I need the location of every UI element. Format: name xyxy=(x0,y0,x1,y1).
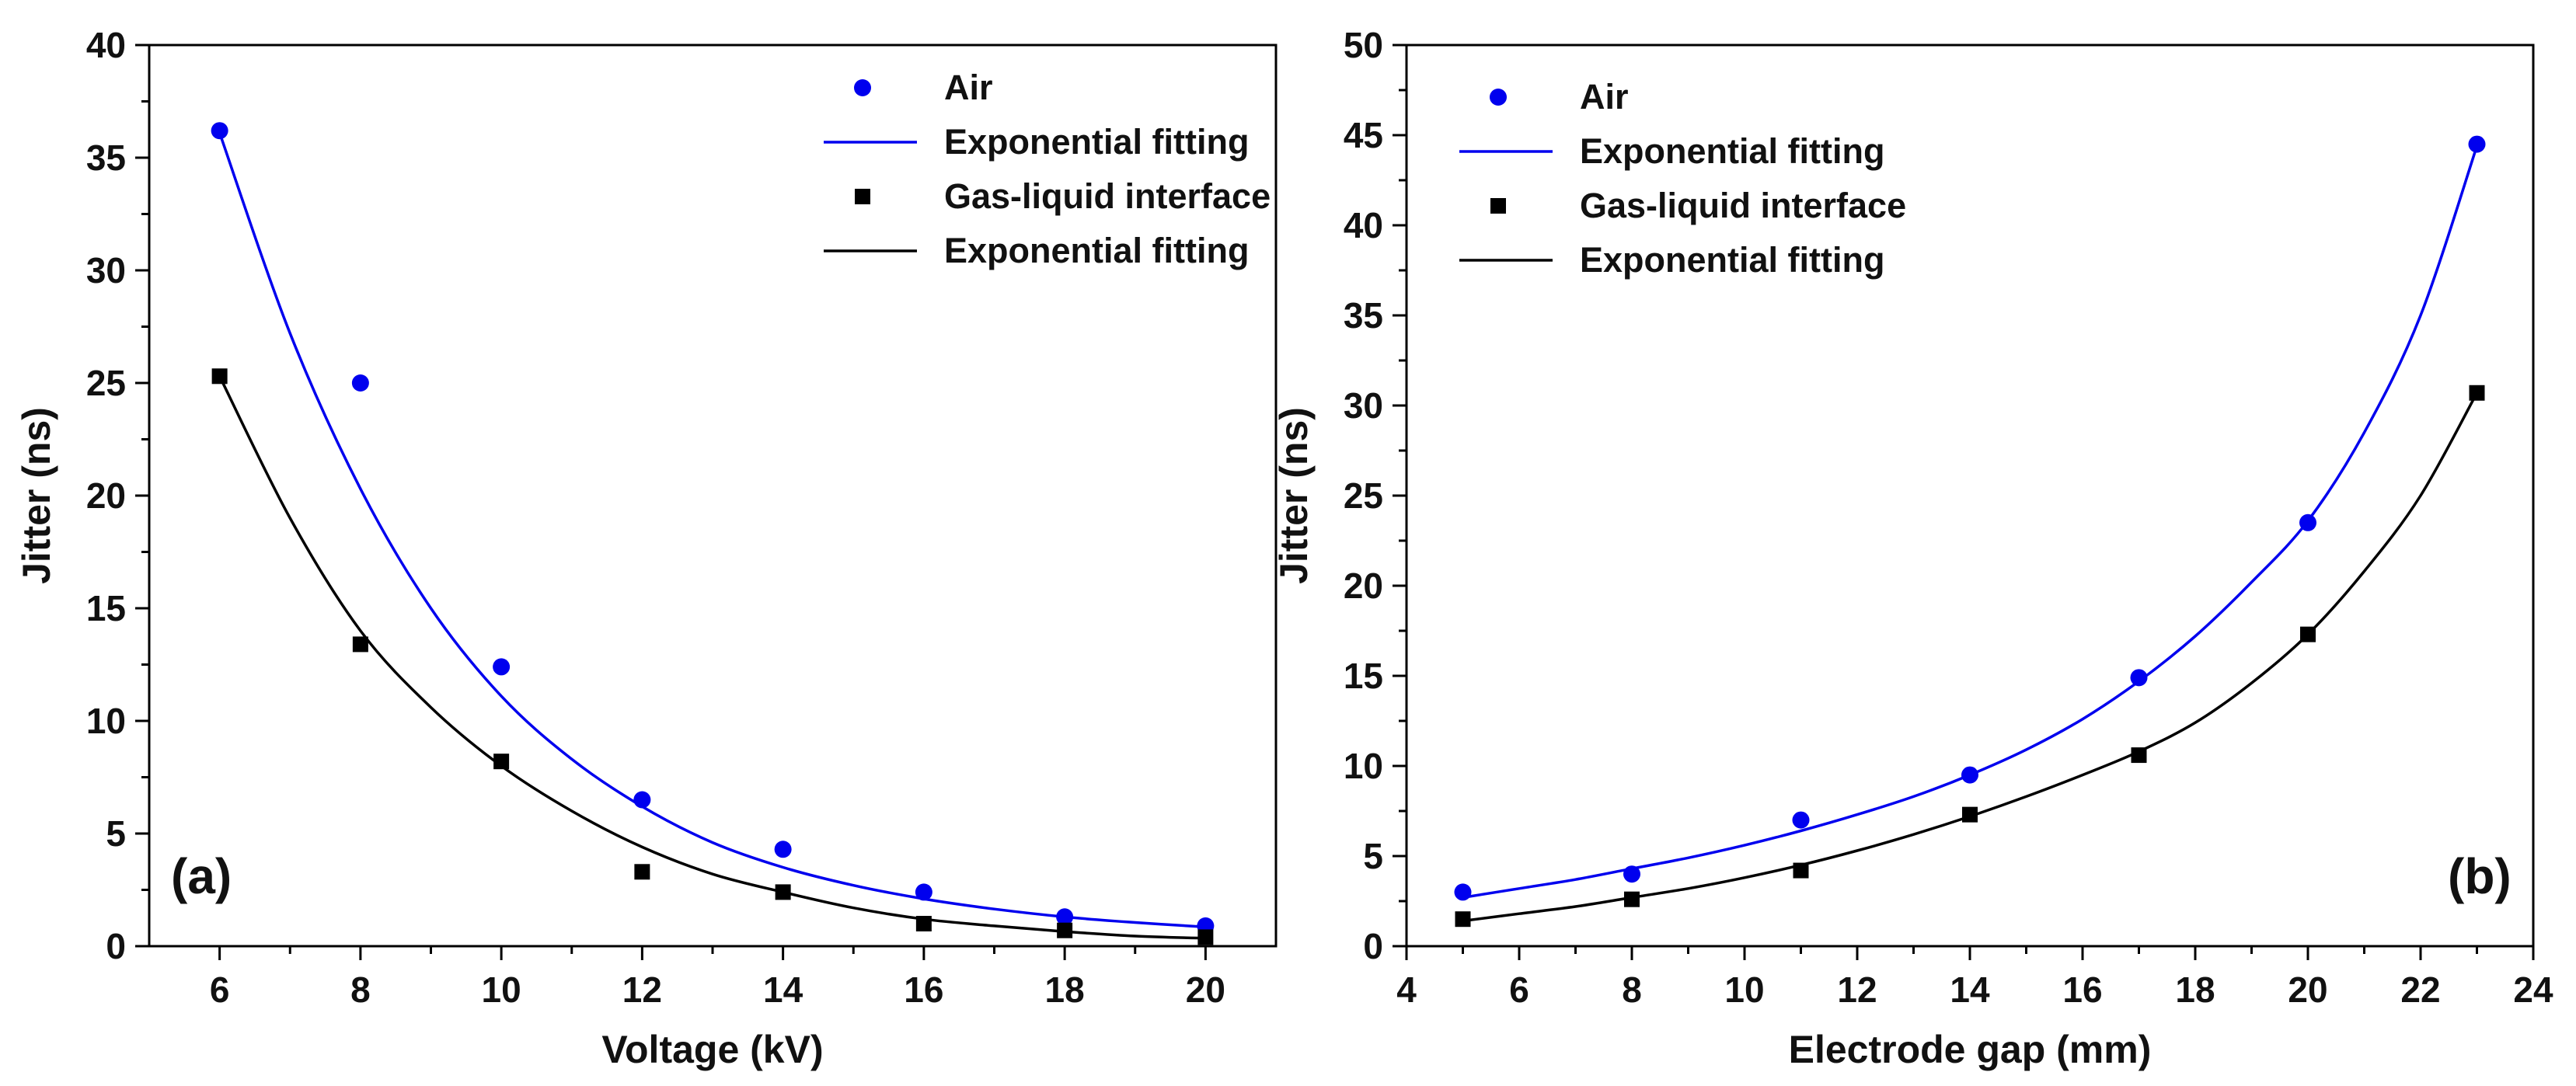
legend-label: Air xyxy=(944,68,993,107)
fit-line xyxy=(1462,392,2479,923)
data-point-circle xyxy=(774,841,792,858)
data-point-square xyxy=(1624,891,1640,907)
y-tick-label: 10 xyxy=(1344,746,1383,786)
legend-square-swatch xyxy=(855,189,870,204)
x-tick-label: 22 xyxy=(2400,969,2440,1010)
y-tick-label: 30 xyxy=(86,250,126,291)
y-tick-label: 20 xyxy=(86,475,126,516)
y-tick-label: 20 xyxy=(1344,566,1383,606)
x-tick-label: 18 xyxy=(1045,969,1085,1010)
x-axis-title: Electrode gap (mm) xyxy=(1789,1028,2152,1071)
data-point-square xyxy=(2469,385,2485,401)
data-point-circle xyxy=(2130,669,2148,687)
data-point-square xyxy=(634,864,650,880)
y-tick-label: 45 xyxy=(1344,115,1383,155)
data-point-circle xyxy=(211,122,228,140)
y-tick-label: 5 xyxy=(106,813,126,854)
legend-label: Gas-liquid interface xyxy=(1580,186,1906,225)
x-tick-label: 10 xyxy=(482,969,521,1010)
legend-label: Air xyxy=(1580,77,1629,117)
legend-circle-swatch xyxy=(1490,89,1507,106)
x-tick-label: 8 xyxy=(350,969,371,1010)
data-point-square xyxy=(1455,911,1471,928)
x-tick-label: 12 xyxy=(622,969,662,1010)
legend: Air Exponential fitting Gas-liquid interfa… xyxy=(1459,77,1906,280)
legend-circle-swatch xyxy=(854,79,871,96)
panel-b: 4 6 8 10 12 14 16 18 20 22 24 0 5 10 15 20 25 30 35 40 45 50 E… xyxy=(1272,25,2553,1071)
x-tick-label: 16 xyxy=(904,969,943,1010)
data-point-circle xyxy=(351,374,369,392)
x-tick-label: 20 xyxy=(1186,969,1225,1010)
y-tick-label: 15 xyxy=(86,588,126,628)
y-tick-label: 5 xyxy=(1363,836,1383,876)
data-point-circle xyxy=(493,658,511,676)
data-point-circle xyxy=(1454,883,1472,901)
x-tick-label: 20 xyxy=(2288,969,2327,1010)
data-point-square xyxy=(2131,747,2147,764)
y-tick-label: 40 xyxy=(86,25,126,65)
x-tick-label: 14 xyxy=(763,969,803,1010)
x-axis-title: Voltage (kV) xyxy=(601,1028,823,1071)
legend: Air Exponential fitting Gas-liquid interfa… xyxy=(824,68,1271,270)
x-tick-label: 18 xyxy=(2175,969,2215,1010)
x-tick-label: 24 xyxy=(2513,969,2553,1010)
fit-line xyxy=(218,132,1206,929)
y-tick-label: 35 xyxy=(86,137,126,178)
y-tick-label: 0 xyxy=(106,926,126,966)
legend-label: Gas-liquid interface xyxy=(944,176,1271,216)
fit-line xyxy=(1462,145,2479,900)
legend-label: Exponential fitting xyxy=(1580,131,1884,171)
y-tick-label: 10 xyxy=(86,701,126,741)
x-tick-label: 4 xyxy=(1396,969,1417,1010)
x-tick-label: 10 xyxy=(1724,969,1764,1010)
x-tick-label: 6 xyxy=(210,969,230,1010)
y-tick-label: 15 xyxy=(1344,656,1383,696)
x-tick-label: 16 xyxy=(2062,969,2102,1010)
legend-label: Exponential fitting xyxy=(1580,240,1884,280)
y-axis-title: Jitter (ns) xyxy=(1272,407,1316,584)
panel-label: (b) xyxy=(2448,848,2512,904)
y-tick-label: 30 xyxy=(1344,385,1383,426)
legend-label: Exponential fitting xyxy=(944,231,1249,270)
y-tick-label: 40 xyxy=(1344,205,1383,245)
data-point-square xyxy=(493,754,510,770)
panel-a: 6 8 10 12 14 16 18 20 0 5 10 15 20 25 30 35 40 Voltage (k… xyxy=(15,25,1278,1071)
x-tick-label: 14 xyxy=(1950,969,1990,1010)
panel-label: (a) xyxy=(171,848,232,904)
y-tick-label: 50 xyxy=(1344,25,1383,65)
x-tick-label: 8 xyxy=(1622,969,1642,1010)
data-point-circle xyxy=(2468,135,2486,153)
data-point-square xyxy=(352,636,368,653)
legend-square-swatch xyxy=(1490,198,1506,214)
data-point-circle xyxy=(1792,811,1810,829)
y-tick-label: 0 xyxy=(1363,926,1383,966)
x-tick-label: 12 xyxy=(1837,969,1877,1010)
x-tick-label: 6 xyxy=(1509,969,1529,1010)
fit-line xyxy=(218,375,1206,940)
y-tick-label: 25 xyxy=(1344,475,1383,516)
y-axis-title: Jitter (ns) xyxy=(15,407,58,584)
data-point-circle xyxy=(915,883,932,901)
legend-label: Exponential fitting xyxy=(944,122,1249,162)
y-tick-label: 25 xyxy=(86,363,126,403)
y-tick-label: 35 xyxy=(1344,295,1383,336)
